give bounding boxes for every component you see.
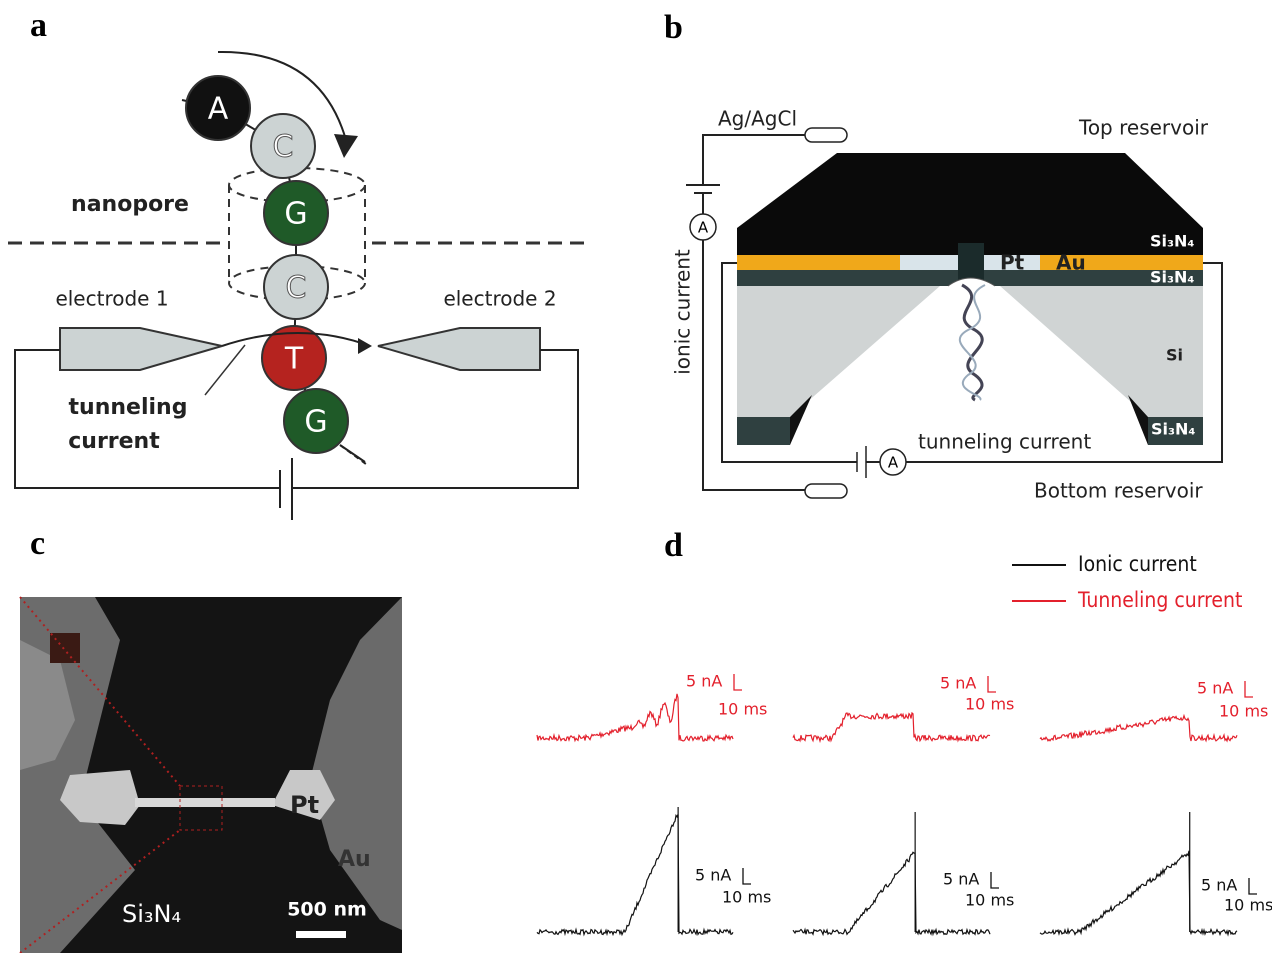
ionic-label: ionic current <box>671 249 695 375</box>
nucleotide-label: G <box>284 197 307 232</box>
scale-label: 5 nA <box>1201 876 1237 895</box>
scale-label: 5 nA <box>943 870 979 889</box>
scale-label: 10 ms <box>718 700 767 719</box>
pointer <box>205 345 245 395</box>
electrode-label: Ag/AgCl <box>718 107 797 131</box>
panel-label: a <box>30 7 47 44</box>
scale-label: 5 nA <box>695 866 731 885</box>
electrode-label: electrode 1 <box>55 287 168 311</box>
reservoir-label: Top reservoir <box>1078 116 1209 140</box>
scale-label: 5 nA <box>940 674 976 693</box>
ammeter-label: A <box>888 454 899 472</box>
layer-label: Si₃N₄ <box>1150 268 1194 287</box>
electrode <box>805 128 847 142</box>
scale-label: 10 ms <box>1219 702 1268 721</box>
electrode-label: electrode 2 <box>443 287 556 311</box>
zoom-box <box>50 633 80 663</box>
scale-label: 10 ms <box>965 695 1014 714</box>
figure: a ACGCTG nanopore electrode 1 electrode … <box>0 0 1272 953</box>
arrow-head <box>334 134 358 158</box>
electrode <box>60 328 222 370</box>
nucleotide-label: T <box>284 342 304 377</box>
nucleotide-label: A <box>208 92 229 127</box>
layer-label: Si₃N₄ <box>1150 232 1194 251</box>
scale-bar <box>296 931 346 938</box>
scale-label: 5 nA <box>686 672 722 691</box>
layer-label: Si <box>1166 346 1183 365</box>
scale-bar <box>988 676 996 692</box>
legend-label: Tunneling current <box>1077 588 1242 612</box>
scale-label: 5 nA <box>1197 679 1233 698</box>
nucleotide-label: G <box>304 405 327 440</box>
au-label: Au <box>338 847 371 872</box>
top-reservoir <box>737 153 1203 228</box>
nanopore-label: nanopore <box>71 192 189 217</box>
scale-label: 10 ms <box>722 888 771 907</box>
scale-label: 500 nm <box>287 899 367 921</box>
ammeter-label: A <box>698 219 709 237</box>
trace <box>1040 716 1237 741</box>
panel-label: c <box>30 525 45 562</box>
reservoir-label: Bottom reservoir <box>1034 479 1203 503</box>
arrow-head <box>358 338 372 354</box>
scale-bar <box>743 868 751 884</box>
nucleotide-label: C <box>286 271 307 306</box>
scale-label: 10 ms <box>1224 896 1272 915</box>
electrode <box>378 328 540 370</box>
nucleotide-label: C <box>273 130 294 165</box>
pt-label: Pt <box>1000 251 1025 275</box>
tunneling-label: tunneling current <box>918 430 1091 454</box>
nanowire <box>135 798 275 807</box>
dna <box>962 285 982 400</box>
trace <box>793 852 990 934</box>
layer-label: Si₃N₄ <box>1151 420 1195 439</box>
scale-bar <box>1249 878 1257 894</box>
panel-label: d <box>664 527 683 564</box>
tunneling-label: current <box>68 429 160 454</box>
scale-bar <box>734 674 742 690</box>
legend-label: Ionic current <box>1078 552 1197 576</box>
electrode <box>805 484 847 498</box>
tunneling-label: tunneling <box>69 395 188 420</box>
trace <box>537 694 733 741</box>
trace <box>793 713 990 741</box>
scale-bar <box>1245 681 1253 697</box>
au-label: Au <box>1056 251 1086 275</box>
scale-bar <box>991 872 999 888</box>
layer <box>737 417 790 445</box>
panel-label: b <box>664 9 683 46</box>
scale-label: 10 ms <box>965 891 1014 910</box>
substrate-label: Si₃N₄ <box>122 900 181 928</box>
pt-label: Pt <box>290 791 319 819</box>
